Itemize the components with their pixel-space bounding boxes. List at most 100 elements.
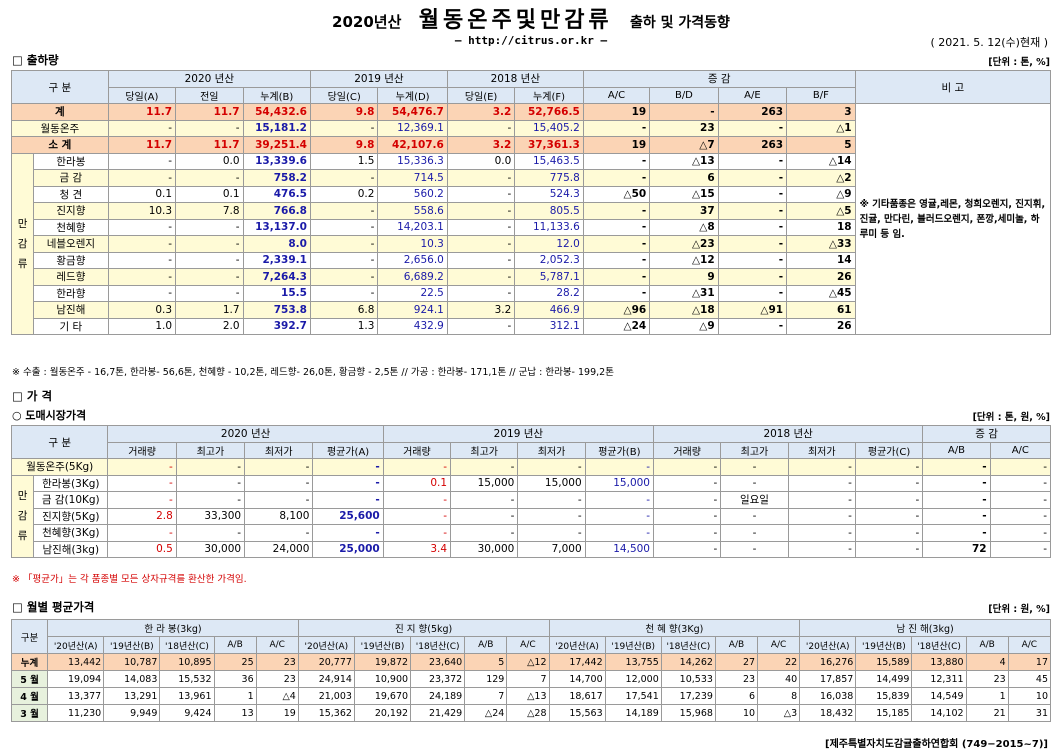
table-cell: 8.0 [242, 235, 311, 253]
table-cell: - [175, 491, 246, 509]
table-cell: 15,185 [855, 704, 913, 722]
table-cell: - [107, 268, 177, 286]
table-cell: 23 [255, 653, 299, 671]
table-cell: 13,377 [47, 687, 105, 705]
table-cell: △4 [255, 687, 299, 705]
table-cell: 21,429 [410, 704, 466, 722]
table-cell: 22 [757, 653, 801, 671]
column-header: 최저가 [244, 441, 314, 459]
table-row: 5 월 19,094 14,083 15,532 36 23 24,914 10,900 23,… [10, 670, 1052, 688]
report-title: 2020년산 월동온주및만감류 출하 및 가격동향 [0, 2, 1062, 34]
table-cell: 714.5 [377, 169, 448, 187]
table-cell: 2.8 [107, 507, 177, 525]
table-cell: - [446, 185, 516, 203]
table-cell: - [787, 507, 856, 525]
table-cell: 5 [464, 653, 508, 671]
table-cell: 1 [965, 687, 1009, 705]
table-cell: 12,000 [604, 670, 662, 688]
table-cell: - [382, 458, 452, 476]
header-2018: 2018 년산 [446, 70, 584, 88]
column-header: B/F [786, 86, 856, 104]
table-cell: - [989, 507, 1052, 525]
table-cell: - [854, 524, 924, 542]
table-cell: 23 [965, 670, 1009, 688]
table-cell: 524.3 [514, 185, 584, 203]
column-header: A/C [582, 86, 651, 104]
table-cell: 15,589 [855, 653, 913, 671]
table-cell: 40 [757, 670, 801, 688]
site-url[interactable]: – http://citrus.or.kr – [454, 34, 608, 47]
group-header: 진 지 향(5kg) [297, 619, 550, 637]
table-cell: 23 [649, 119, 719, 137]
table-cell: 3 [786, 103, 856, 121]
table-cell: - [175, 169, 244, 187]
table-cell: 775.8 [514, 169, 584, 187]
table-cell: 10,787 [103, 653, 161, 671]
table-cell: 1.5 [309, 152, 379, 170]
table-cell: 14,262 [660, 653, 716, 671]
table-cell: 13,339.6 [242, 152, 311, 170]
table-cell: - [309, 251, 379, 269]
header-2019: 2019 년산 [309, 70, 448, 88]
table-cell: - [989, 491, 1052, 509]
table-cell: 8 [757, 687, 801, 705]
table-cell: 30,000 [450, 540, 519, 558]
table-cell: - [309, 268, 379, 286]
table-cell: 753.8 [242, 301, 311, 319]
table-cell: 0.0 [446, 152, 516, 170]
table-cell: 15,362 [297, 704, 355, 722]
table-cell: 14 [786, 251, 856, 269]
table-row: 만 감 류 한라봉 -0.0 13,339.6 1.5 15,336.3 0.0 15,463… [10, 152, 1051, 335]
price-gubun-header: 구 분 [10, 425, 109, 459]
table-row: 네블오렌지 - -8.0-10.3-12.0- △23- △33 [12, 235, 1051, 253]
table-cell: 20,777 [297, 653, 355, 671]
group-header: 천 혜 향(3Kg) [548, 619, 801, 637]
row-label: 3 월 [10, 704, 49, 722]
shipment-header-row-1: 구 분 2020 년산 2019 년산 2018 년산 증 감 비 고 [11, 70, 1052, 104]
column-header: '19년산(B) [855, 636, 913, 654]
table-cell: 432.9 [377, 317, 448, 335]
table-cell: 6 [714, 687, 759, 705]
table-cell: - [107, 524, 177, 542]
table-cell: 11.7 [107, 103, 177, 121]
table-cell: 6 [649, 169, 719, 187]
table-cell: - [446, 119, 516, 137]
table-cell: - [244, 491, 314, 509]
row-label: 계 [11, 103, 109, 121]
table-cell: 24,914 [297, 670, 355, 688]
table-cell: 392.7 [242, 317, 311, 335]
table-cell: - [717, 185, 788, 203]
table-cell: 36 [213, 670, 257, 688]
table-row: 남진해(3kg) 0.5 30,000 24,000 25,000 3.4 30,000 7,… [12, 540, 1052, 558]
table-cell: 19,670 [353, 687, 412, 705]
table-cell: 28.2 [514, 284, 584, 302]
header-remark: 비 고 [854, 70, 1052, 104]
table-cell: 2,339.1 [242, 251, 311, 269]
table-cell: - [175, 284, 244, 302]
price-unit: [단위 : 톤, 원, %] [972, 412, 1050, 423]
table-cell: - [649, 103, 719, 121]
table-cell: 45 [1007, 670, 1052, 688]
table-cell: 5 [786, 136, 856, 154]
row-label: 한라향 [33, 284, 109, 302]
table-cell: 17 [1007, 653, 1052, 671]
table-cell: 33,300 [175, 507, 246, 525]
table-cell: 13,137.0 [242, 218, 311, 236]
table-cell: - [717, 268, 788, 286]
table-cell: 7,264.3 [242, 268, 311, 286]
column-header: 평균가(C) [854, 441, 924, 459]
table-cell: 15,000 [517, 474, 586, 492]
table-cell: 14,189 [604, 704, 662, 722]
column-header: A/B [714, 636, 759, 654]
table-cell: - [309, 119, 379, 137]
table-cell: 17,442 [548, 653, 606, 671]
table-cell: - [175, 119, 244, 137]
table-cell: 14,102 [911, 704, 967, 722]
table-cell: 1.0 [107, 317, 177, 335]
table-cell: 11,230 [47, 704, 105, 722]
table-row: 기 타 1.0 2.0 392.7 1.3 432.9-312.1 △24 △9-26 [12, 317, 1051, 335]
table-cell: - [107, 235, 177, 253]
table-cell: 15,336.3 [377, 152, 448, 170]
column-header: '20년산(A) [799, 636, 857, 654]
table-cell: - [309, 235, 379, 253]
